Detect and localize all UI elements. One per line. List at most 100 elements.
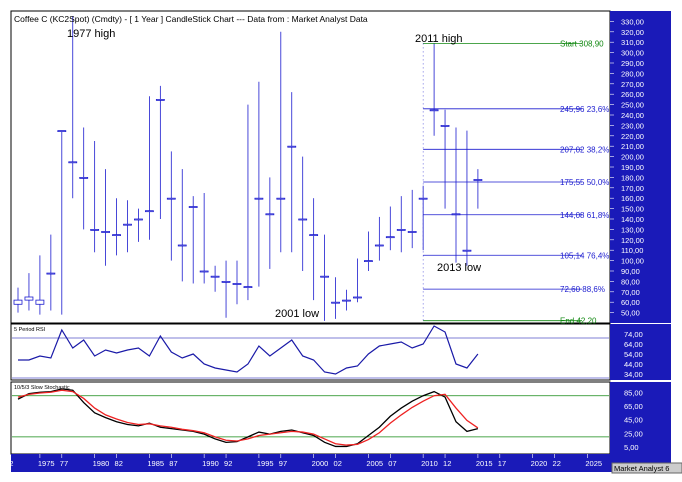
price-tick-label: 170,00: [621, 184, 644, 193]
candle-body: [232, 283, 242, 285]
price-tick-label: 320,00: [621, 28, 644, 37]
candle-body: [90, 228, 100, 231]
candle-body: [243, 286, 253, 289]
price-tick-label: 70,00: [621, 288, 640, 297]
time-axis-ticks: 72 1975 77 1980 82 1985 87 1990 92 1995 97 2000 02 20…: [5, 454, 602, 468]
stochastic-title: 10/5/3 Slow Stochastic: [14, 385, 70, 391]
time-tick-label: 1985: [147, 459, 164, 468]
candle-body: [276, 197, 286, 200]
price-tick-label: 200,00: [621, 153, 644, 162]
fib-label: 245,96 23,6%: [560, 105, 609, 114]
fib-label: 144,08 61,8%: [560, 211, 609, 220]
time-tick-label: 22: [553, 459, 561, 468]
price-tick-label: 290,00: [621, 59, 644, 68]
price-tick-label: 180,00: [621, 173, 644, 182]
fib-label: 72,60 88,6%: [560, 285, 605, 294]
stochastic-panel: [10, 381, 611, 455]
time-tick-label: 2000: [312, 459, 329, 468]
stochastic-line: [17, 388, 479, 448]
candle-body: [13, 299, 23, 305]
candle-body: [112, 234, 121, 237]
time-tick-label: 1980: [93, 459, 110, 468]
price-axis: [610, 11, 671, 323]
rsi-tick-label: 34,00: [624, 370, 643, 379]
time-tick-label: 2020: [531, 459, 548, 468]
price-tick-label: 230,00: [621, 121, 644, 130]
candle-body: [353, 296, 362, 299]
candle-body: [177, 244, 187, 247]
candle-body: [35, 299, 45, 305]
time-tick-label: 02: [334, 459, 342, 468]
annotation-2001-low: 2001 low: [275, 308, 319, 320]
annotation-2013-low: 2013 low: [437, 262, 481, 274]
time-tick-label: 1990: [202, 459, 219, 468]
time-tick-label: 1975: [38, 459, 55, 468]
candle-body: [374, 244, 384, 247]
fib-levels: Start 308,90 245,96 23,6% 207,02 38,2% 175,…: [422, 39, 609, 326]
time-tick-label: 97: [279, 459, 287, 468]
rsi-axis: [610, 324, 671, 380]
candle-body: [134, 218, 143, 221]
candle-body: [144, 210, 154, 213]
price-tick-label: 50,00: [621, 309, 640, 318]
candle-body: [166, 197, 176, 200]
candle-body: [101, 231, 110, 233]
time-tick-label: 2010: [421, 459, 438, 468]
candle-body: [155, 99, 165, 101]
rsi-tick-label: 74,00: [624, 330, 643, 339]
price-tick-label: 280,00: [621, 69, 644, 78]
rsi-tick-label: 64,00: [624, 340, 643, 349]
price-tick-label: 80,00: [621, 277, 640, 286]
price-tick-label: 120,00: [621, 236, 644, 245]
price-tick-label: 240,00: [621, 111, 644, 120]
candle-body: [418, 197, 428, 200]
time-tick-label: 82: [115, 459, 123, 468]
price-tick-label: 300,00: [621, 49, 644, 58]
rsi-line: [18, 325, 479, 375]
time-tick-label: 12: [443, 459, 451, 468]
candle-body: [462, 249, 472, 252]
candle-body: [385, 236, 395, 239]
fib-label: 175,55 50,0%: [560, 178, 609, 187]
fib-label: 105,14 76,4%: [560, 251, 609, 260]
price-tick-label: 100,00: [621, 257, 644, 266]
time-tick-label: 2015: [476, 459, 493, 468]
stochastic-tick-label: 85,00: [624, 388, 643, 397]
stochastic-series: 5,00 25,00 45,00 65,00 85,00: [12, 388, 643, 452]
time-tick-label: 92: [224, 459, 232, 468]
time-tick-label: 2005: [366, 459, 383, 468]
price-tick-label: 90,00: [621, 267, 640, 276]
candle-body: [57, 130, 67, 133]
stochastic-tick-label: 5,00: [624, 443, 639, 452]
price-tick-label: 220,00: [621, 132, 644, 141]
candle-body: [199, 270, 209, 273]
stochastic-axis: [610, 382, 671, 454]
candle-body: [254, 197, 264, 200]
stochastic-tick-label: 45,00: [624, 416, 643, 425]
candle-body: [363, 260, 373, 263]
price-tick-label: 160,00: [621, 194, 644, 203]
rsi-tick-label: 54,00: [624, 350, 643, 359]
time-tick-label: 87: [169, 459, 177, 468]
price-tick-label: 130,00: [621, 225, 644, 234]
fib-label: Start 308,90: [560, 39, 604, 48]
candle-body: [46, 272, 56, 275]
price-tick-label: 110,00: [621, 246, 643, 255]
price-tick-label: 260,00: [621, 90, 644, 99]
candle-body: [429, 109, 439, 112]
brand-label: Market Analyst 6: [614, 464, 669, 473]
brand-box: [611, 462, 682, 474]
annotation-2011-high: 2011 high: [415, 33, 463, 45]
time-tick-label: 17: [498, 459, 506, 468]
price-tick-label: 270,00: [621, 80, 644, 89]
time-axis: [11, 454, 671, 472]
price-tick-label: 60,00: [621, 298, 640, 307]
annotation-1977-high: 1977 high: [67, 28, 115, 40]
candle-body: [331, 301, 340, 304]
price-tick-label: 250,00: [621, 101, 644, 110]
candle-body: [342, 299, 351, 302]
fib-label: End 42,20: [560, 317, 597, 326]
